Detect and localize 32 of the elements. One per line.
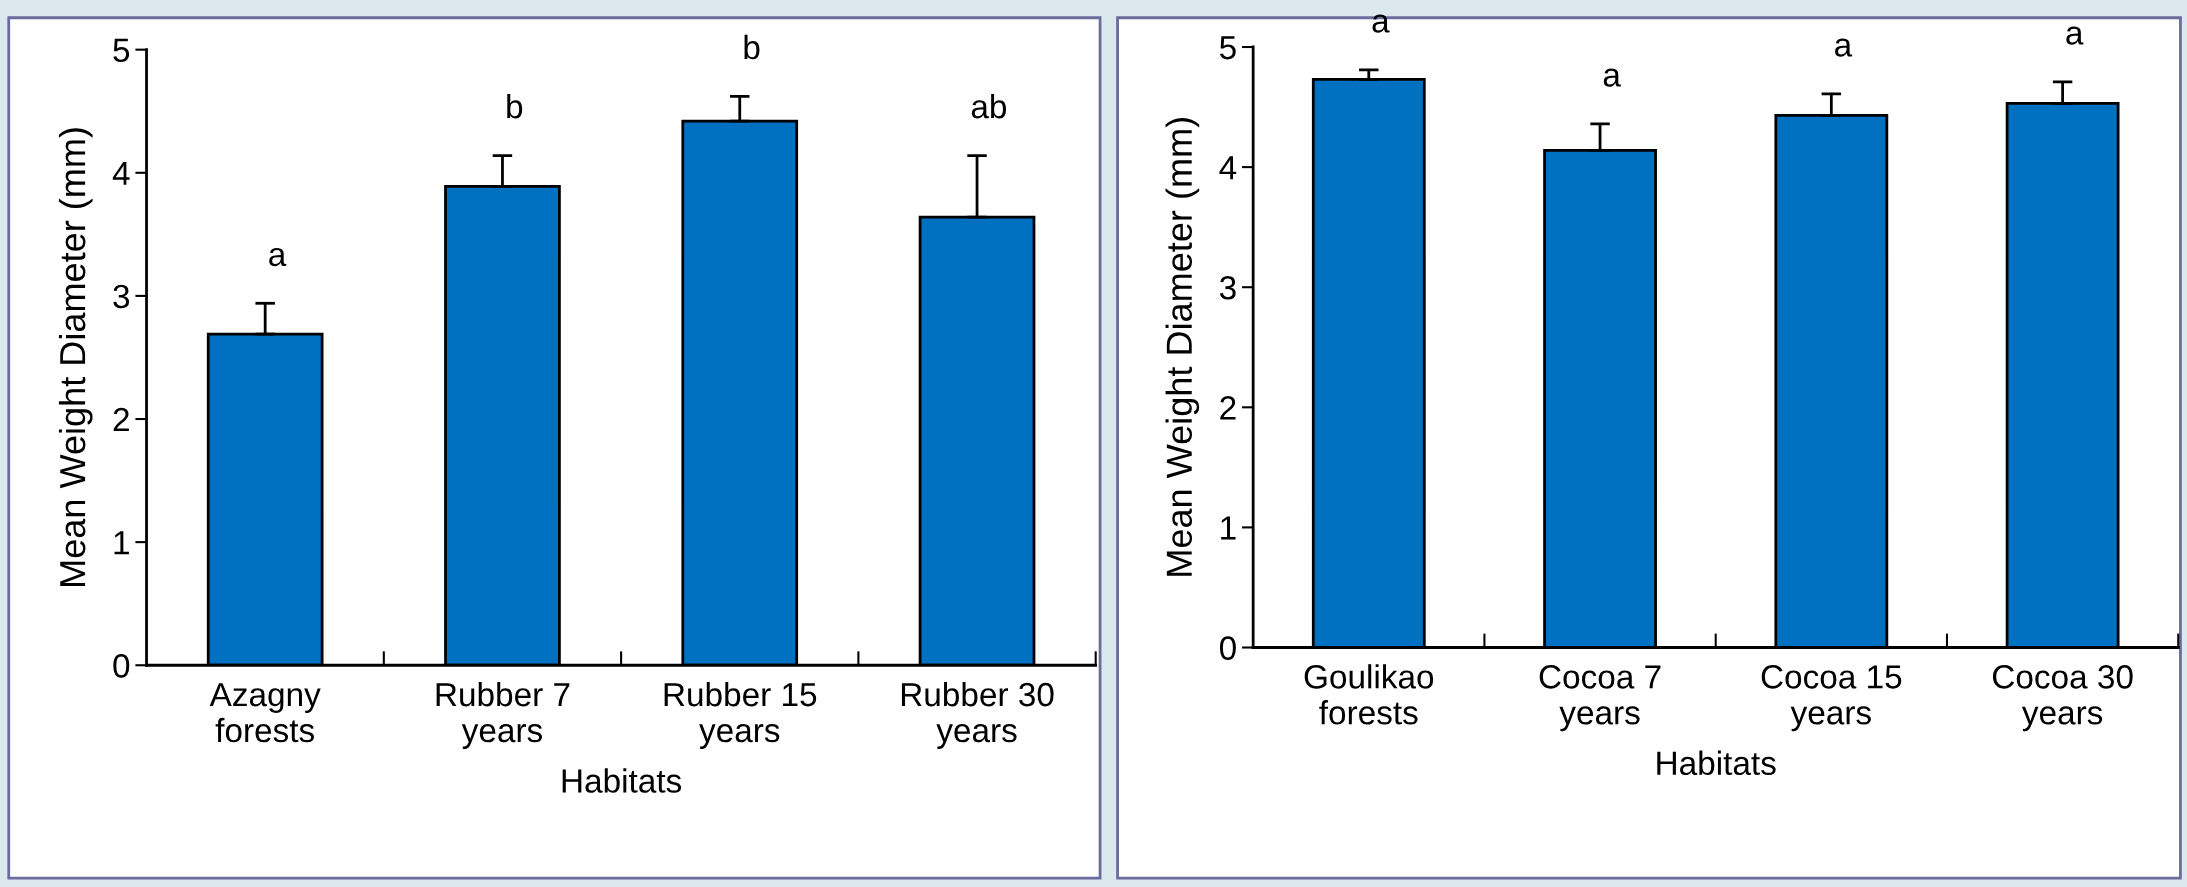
y-tick-label: 0 [1219,636,1236,660]
x-tick-label: Azagny forests [209,683,321,743]
y-tick-label: 2 [113,407,129,432]
text: a [2066,26,2084,45]
annotation: a [1835,38,1853,57]
x-axis-title: Habitats [562,768,682,793]
x-axis-title: Habitats [1657,750,1776,776]
x-tick-label: Rubber 15 years [664,681,817,749]
y-tick-label: 3 [113,284,130,309]
y-tick-label: 2 [1220,396,1236,420]
x-tick-label: Cocoa 15 years [1761,665,1902,732]
x-tick-label: Rubber 30 years [901,681,1054,749]
x-tick-label: Cocoa 7 years [1539,665,1661,732]
x-tick-label: Goulikao forests [1304,664,1434,725]
text: a [1372,14,1390,33]
y-tick-label: 1 [1221,516,1236,540]
y-tick-label: 5 [1219,36,1236,60]
y-tick-label: 5 [113,38,130,63]
y-tick-label: 3 [1219,276,1236,300]
annotation: a [269,247,287,267]
y-axis-title: Mean Weight Diameter (mm) [1165,118,1200,576]
x-tick-label: Cocoa 30 years [1992,665,2133,732]
y-tick-label: 1 [114,531,129,555]
y-tick-label: 4 [112,161,130,185]
x-tick-label: Rubber 7 years [436,681,570,749]
annotation: b [744,34,760,60]
annotation: a [1603,68,1621,87]
y-tick-label: 0 [113,654,130,678]
annotation: b [507,93,523,119]
y-axis-title: Mean Weight Diameter (mm) [58,128,93,586]
y-tick-label: 4 [1219,156,1237,180]
annotation: ab [971,93,1007,119]
